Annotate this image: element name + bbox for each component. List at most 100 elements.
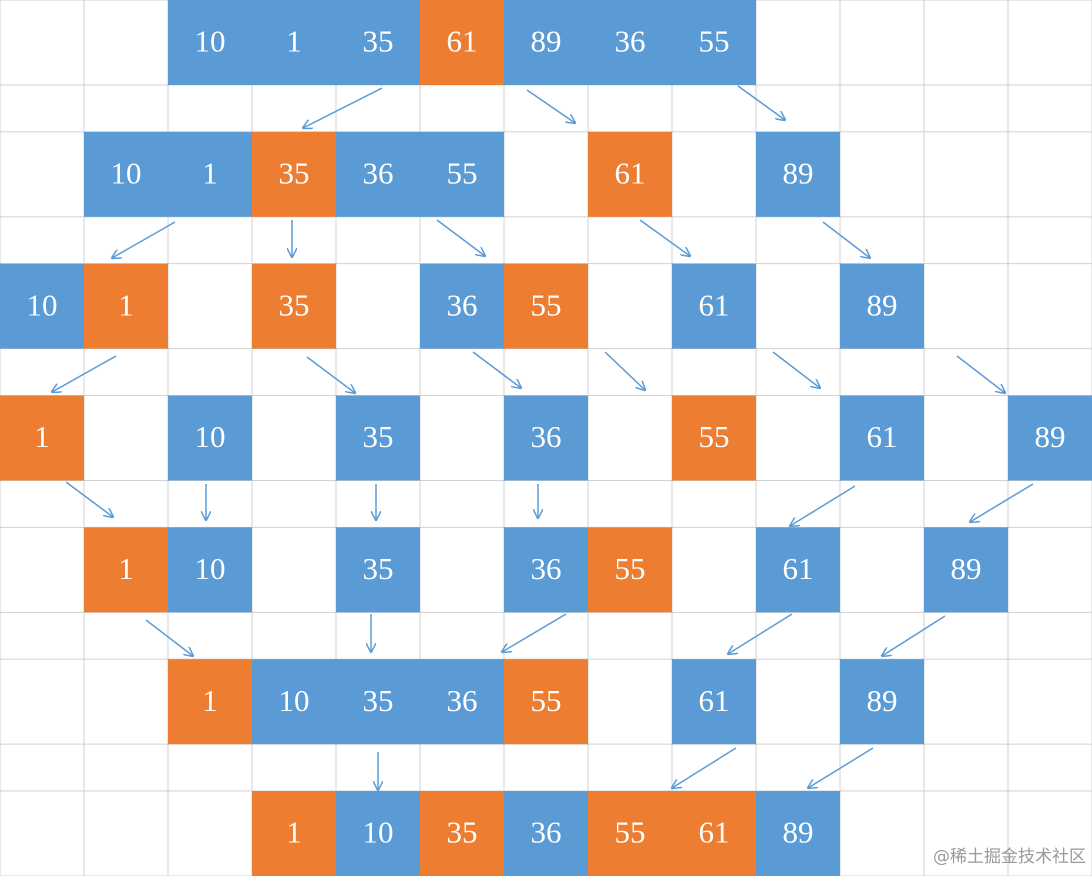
arrow bbox=[502, 613, 567, 652]
cell bbox=[756, 791, 840, 876]
cell-value: 1 bbox=[118, 551, 134, 586]
cell-value: 61 bbox=[699, 683, 730, 718]
cell bbox=[252, 659, 336, 745]
cell bbox=[336, 131, 420, 217]
cell-value: 36 bbox=[531, 815, 562, 850]
arrow bbox=[145, 619, 193, 656]
cell-value: 36 bbox=[447, 287, 478, 322]
cell bbox=[672, 263, 756, 349]
cell bbox=[336, 0, 420, 85]
cell-value: 89 bbox=[867, 683, 898, 718]
cell-value: 35 bbox=[363, 419, 394, 454]
cell bbox=[168, 0, 252, 85]
cell bbox=[336, 791, 420, 876]
arrow bbox=[737, 85, 785, 120]
cell bbox=[1008, 395, 1092, 481]
arrow bbox=[639, 219, 690, 256]
cell-value: 1 bbox=[286, 815, 302, 850]
cell-value: 61 bbox=[699, 815, 730, 850]
arrow bbox=[728, 613, 793, 654]
cell bbox=[168, 395, 252, 481]
cell-value: 55 bbox=[699, 419, 730, 454]
cell-value: 10 bbox=[111, 155, 142, 190]
arrow bbox=[472, 351, 521, 388]
cell-value: 10 bbox=[279, 683, 310, 718]
cell bbox=[672, 791, 756, 876]
cell-value: 36 bbox=[447, 683, 478, 718]
cell-value: 36 bbox=[531, 551, 562, 586]
cell-value: 35 bbox=[279, 155, 310, 190]
cell-value: 89 bbox=[531, 24, 562, 59]
cell-value: 10 bbox=[195, 419, 226, 454]
cell bbox=[84, 131, 168, 217]
arrow bbox=[526, 89, 575, 123]
watermark: @稀土掘金技术社区 bbox=[933, 847, 1086, 867]
cell-value: 89 bbox=[951, 551, 982, 586]
cell bbox=[504, 395, 588, 481]
cell bbox=[672, 659, 756, 745]
cell bbox=[420, 131, 504, 217]
cell bbox=[420, 0, 504, 85]
cell-value: 89 bbox=[1035, 419, 1066, 454]
cell bbox=[420, 659, 504, 745]
cell bbox=[504, 0, 588, 85]
arrow bbox=[822, 221, 870, 258]
cell bbox=[504, 659, 588, 745]
cell bbox=[756, 527, 840, 613]
cell bbox=[168, 131, 252, 217]
cell-value: 61 bbox=[447, 24, 478, 59]
arrow bbox=[772, 351, 820, 388]
cell-value: 61 bbox=[867, 419, 898, 454]
arrow bbox=[52, 355, 117, 392]
cell-value: 55 bbox=[699, 24, 730, 59]
cell-value: 1 bbox=[118, 287, 134, 322]
cell bbox=[84, 263, 168, 349]
cell-value: 35 bbox=[363, 683, 394, 718]
cell bbox=[756, 131, 840, 217]
cell bbox=[252, 0, 336, 85]
cell-value: 55 bbox=[615, 551, 646, 586]
cell-value: 55 bbox=[615, 815, 646, 850]
cell bbox=[588, 131, 672, 217]
arrows bbox=[52, 85, 1034, 790]
cell bbox=[252, 131, 336, 217]
arrow bbox=[808, 747, 874, 788]
cell-value: 89 bbox=[783, 815, 814, 850]
cell-value: 36 bbox=[363, 155, 394, 190]
arrow bbox=[956, 355, 1005, 393]
cell bbox=[252, 791, 336, 876]
cell bbox=[336, 659, 420, 745]
arrow bbox=[306, 356, 355, 393]
cell-value: 61 bbox=[783, 551, 814, 586]
arrow bbox=[604, 351, 645, 390]
cell bbox=[672, 0, 756, 85]
cell-value: 10 bbox=[27, 287, 58, 322]
cell bbox=[84, 527, 168, 613]
cell-value: 55 bbox=[447, 155, 478, 190]
cell-value: 1 bbox=[34, 419, 50, 454]
cell bbox=[504, 527, 588, 613]
cell bbox=[504, 263, 588, 349]
cell bbox=[588, 791, 672, 876]
cell bbox=[924, 527, 1008, 613]
cell bbox=[588, 527, 672, 613]
cell bbox=[840, 263, 924, 349]
cell-value: 35 bbox=[447, 815, 478, 850]
cell-value: 35 bbox=[363, 24, 394, 59]
cell bbox=[336, 395, 420, 481]
cell bbox=[504, 791, 588, 876]
cell bbox=[672, 395, 756, 481]
cell-value: 61 bbox=[615, 155, 646, 190]
cell bbox=[252, 263, 336, 349]
cell bbox=[0, 395, 84, 481]
cell-value: 35 bbox=[279, 287, 310, 322]
cell-value: 89 bbox=[783, 155, 814, 190]
arrow bbox=[112, 221, 176, 258]
cell-value: 10 bbox=[195, 24, 226, 59]
cell-value: 35 bbox=[363, 551, 394, 586]
cell-value: 1 bbox=[202, 683, 218, 718]
cell-value: 36 bbox=[615, 24, 646, 59]
cell-value: 36 bbox=[531, 419, 562, 454]
cell-value: 1 bbox=[202, 155, 218, 190]
